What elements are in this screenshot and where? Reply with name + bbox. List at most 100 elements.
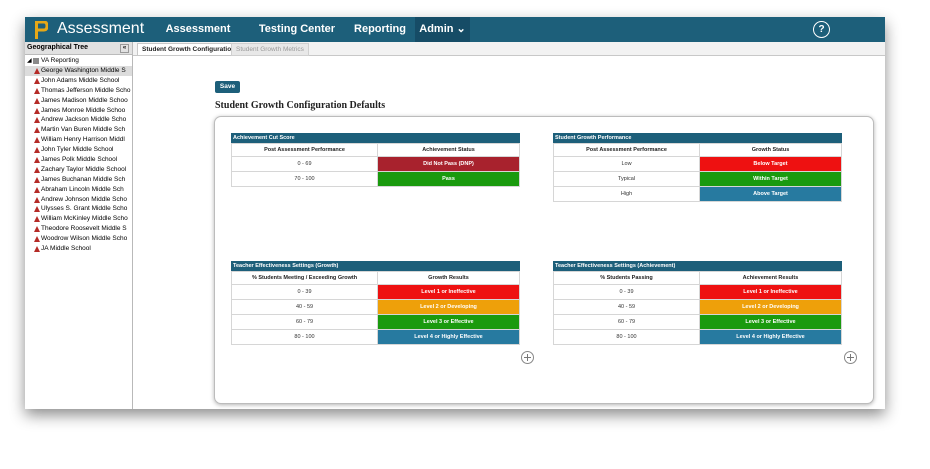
table-row: 60 - 79 Level 3 or Effective — [553, 314, 842, 330]
range-cell[interactable]: 0 - 69 — [231, 156, 378, 172]
help-icon[interactable]: ? — [813, 21, 830, 38]
school-label: Zachary Taylor Middle School — [41, 165, 127, 173]
app-logo-icon[interactable] — [34, 21, 48, 39]
range-cell[interactable]: 80 - 100 — [553, 329, 700, 345]
table-row: 0 - 39 Level 1 or Ineffective — [231, 284, 520, 300]
sidebar-item-school[interactable]: Abraham Lincoln Middle Sch — [25, 185, 132, 195]
sidebar-item-school[interactable]: Ulysses S. Grant Middle Scho — [25, 204, 132, 214]
result-cell[interactable]: Level 1 or Ineffective — [699, 284, 842, 300]
sidebar-item-school[interactable]: Theodore Roosevelt Middle S — [25, 224, 132, 234]
range-cell[interactable]: 60 - 79 — [553, 314, 700, 330]
school-list: George Washington Middle S John Adams Mid… — [25, 66, 132, 254]
school-icon — [34, 206, 40, 213]
sidebar-header: Geographical Tree « — [25, 42, 132, 55]
collapse-sidebar-button[interactable]: « — [120, 44, 129, 53]
table-row: High Above Target — [553, 186, 842, 202]
sidebar-item-school[interactable]: George Washington Middle S — [25, 66, 132, 76]
nav-admin[interactable]: Admin ⌄ — [415, 17, 470, 42]
table-row: 0 - 69 Did Not Pass (DNP) — [231, 156, 520, 172]
school-icon — [34, 87, 40, 94]
range-cell[interactable]: 60 - 79 — [231, 314, 378, 330]
tab-student-growth-metrics[interactable]: Student Growth Metrics — [231, 43, 309, 56]
school-icon — [34, 186, 40, 193]
range-cell[interactable]: 40 - 59 — [553, 299, 700, 315]
result-cell[interactable]: Level 1 or Ineffective — [377, 284, 520, 300]
app-window: Assessment Assessment Library Testing Ce… — [25, 17, 885, 409]
achievement-cut-score-table: Post Assessment Performance Achievement … — [231, 143, 520, 187]
add-row-plus-icon[interactable] — [521, 351, 534, 364]
sidebar-item-school[interactable]: James Polk Middle School — [25, 155, 132, 165]
table-row: 40 - 59 Level 2 or Developing — [231, 299, 520, 315]
result-cell[interactable]: Did Not Pass (DNP) — [377, 156, 520, 172]
result-cell[interactable]: Below Target — [699, 156, 842, 172]
sidebar-item-school[interactable]: Andrew Johnson Middle Scho — [25, 195, 132, 205]
range-cell[interactable]: 0 - 39 — [553, 284, 700, 300]
sidebar-item-school[interactable]: JA Middle School — [25, 244, 132, 254]
school-label: Woodrow Wilson Middle Scho — [41, 235, 128, 243]
sidebar-item-school[interactable]: Andrew Jackson Middle Scho — [25, 115, 132, 125]
sidebar-item-school[interactable]: Thomas Jefferson Middle Scho — [25, 86, 132, 96]
table-row: 80 - 100 Level 4 or Highly Effective — [553, 329, 842, 345]
sidebar-item-school[interactable]: John Tyler Middle School — [25, 145, 132, 155]
add-row-plus-icon[interactable] — [844, 351, 857, 364]
table-header-row: Post Assessment Performance Achievement … — [231, 143, 520, 157]
teacher-effectiveness-growth-table: % Students Meeting / Exceeding Growth Gr… — [231, 271, 520, 345]
school-label: James Buchanan Middle Sch — [41, 175, 126, 183]
teacher-effectiveness-growth-card: Teacher Effectiveness Settings (Growth) … — [231, 261, 520, 345]
school-icon — [34, 166, 40, 173]
tab-strip: Student Growth Configuration Student Gro… — [133, 42, 885, 56]
result-cell[interactable]: Above Target — [699, 186, 842, 202]
expand-toggle-icon[interactable]: ◢ — [27, 58, 32, 64]
result-cell[interactable]: Pass — [377, 171, 520, 187]
range-cell[interactable]: High — [553, 186, 700, 202]
column-header: Achievement Results — [699, 271, 842, 285]
school-icon — [34, 196, 40, 203]
sidebar-item-school[interactable]: James Madison Middle Schoo — [25, 96, 132, 106]
sidebar-item-school[interactable]: Martin Van Buren Middle Sch — [25, 125, 132, 135]
result-cell[interactable]: Level 3 or Effective — [699, 314, 842, 330]
sidebar-title: Geographical Tree — [27, 44, 89, 51]
building-icon — [33, 58, 39, 64]
result-cell[interactable]: Level 4 or Highly Effective — [699, 329, 842, 345]
table-header-row: Post Assessment Performance Growth Statu… — [553, 143, 842, 157]
nav-assessment-library[interactable]: Assessment Library — [165, 23, 231, 60]
school-label: George Washington Middle S — [41, 67, 126, 74]
school-label: John Adams Middle School — [41, 76, 120, 84]
range-cell[interactable]: 0 - 39 — [231, 284, 378, 300]
result-cell[interactable]: Level 4 or Highly Effective — [377, 329, 520, 345]
teacher-effectiveness-achievement-table: % Students Passing Achievement Results 0… — [553, 271, 842, 345]
tree-root[interactable]: ◢ VA Reporting — [25, 56, 132, 66]
card-title: Achievement Cut Score — [231, 133, 520, 143]
card-title: Teacher Effectiveness Settings (Growth) — [231, 261, 520, 271]
sidebar-item-school[interactable]: James Monroe Middle Schoo — [25, 106, 132, 116]
nav-testing-center[interactable]: Testing Center — [258, 23, 336, 35]
school-icon — [34, 236, 40, 243]
range-cell[interactable]: Typical — [553, 171, 700, 187]
sidebar-item-school[interactable]: Woodrow Wilson Middle Scho — [25, 234, 132, 244]
sidebar-item-school[interactable]: James Buchanan Middle Sch — [25, 175, 132, 185]
result-cell[interactable]: Within Target — [699, 171, 842, 187]
range-cell[interactable]: 80 - 100 — [231, 329, 378, 345]
range-cell[interactable]: 70 - 100 — [231, 171, 378, 187]
student-growth-performance-card: Student Growth Performance Post Assessme… — [553, 133, 842, 202]
sidebar-item-school[interactable]: Zachary Taylor Middle School — [25, 165, 132, 175]
column-header: Growth Status — [699, 143, 842, 157]
result-cell[interactable]: Level 2 or Developing — [377, 299, 520, 315]
sidebar-item-school[interactable]: William McKinley Middle Scho — [25, 214, 132, 224]
school-label: Andrew Johnson Middle Scho — [41, 195, 127, 203]
nav-reporting[interactable]: Reporting ⌄ — [354, 23, 406, 60]
sidebar-item-school[interactable]: John Adams Middle School — [25, 76, 132, 86]
range-cell[interactable]: 40 - 59 — [231, 299, 378, 315]
save-button[interactable]: Save — [215, 81, 240, 93]
school-label: James Monroe Middle Schoo — [41, 106, 126, 114]
range-cell[interactable]: Low — [553, 156, 700, 172]
school-label: Abraham Lincoln Middle Sch — [41, 185, 124, 193]
school-icon — [34, 127, 40, 134]
tab-student-growth-configuration[interactable]: Student Growth Configuration — [137, 43, 241, 55]
result-cell[interactable]: Level 2 or Developing — [699, 299, 842, 315]
result-cell[interactable]: Level 3 or Effective — [377, 314, 520, 330]
sidebar-item-school[interactable]: William Henry Harrison Middl — [25, 135, 132, 145]
school-label: Martin Van Buren Middle Sch — [41, 126, 126, 134]
school-icon — [34, 97, 40, 104]
teacher-effectiveness-achievement-card: Teacher Effectiveness Settings (Achievem… — [553, 261, 842, 345]
